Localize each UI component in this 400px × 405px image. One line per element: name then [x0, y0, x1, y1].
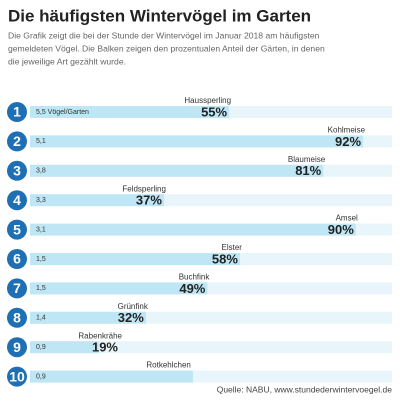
bird-name: Rabenkrähe: [78, 331, 122, 340]
value-label: 58%: [212, 251, 238, 266]
value-label: 81%: [295, 163, 321, 178]
value-label: 37%: [136, 193, 162, 208]
rank-badge: [7, 131, 27, 152]
bird-name: Elster: [222, 243, 243, 252]
bar: [30, 223, 356, 236]
subtitle: Die Grafik zeigt die bei der Stunde der …: [8, 30, 320, 40]
bird-name: Grünfink: [118, 302, 149, 311]
rank: 9: [13, 339, 21, 355]
rank-badge: [7, 219, 27, 240]
value-label: 90%: [328, 222, 354, 237]
rank-badge: [7, 307, 27, 328]
source: Quelle: NABU, www.stundederwintervoegel.…: [217, 384, 393, 394]
rank: 5: [13, 221, 21, 237]
bar: [30, 253, 240, 265]
per-garden: 0,9: [36, 373, 46, 380]
rank: 8: [13, 310, 21, 326]
bar: [30, 341, 99, 354]
rank: 7: [13, 280, 21, 296]
rank: 6: [13, 251, 21, 267]
bird-name: Buchfink: [179, 273, 211, 282]
bird-name: Haussperling: [184, 96, 231, 105]
rank: 4: [13, 192, 21, 208]
subtitle: gemeldeten Vögel. Die Balken zeigen den …: [8, 43, 325, 53]
bar: [30, 164, 324, 177]
per-garden: 1,5: [36, 285, 46, 292]
bird-name: Blaumeise: [288, 155, 326, 164]
per-garden: 1,4: [36, 315, 46, 322]
bird-name: Kohlmeise: [328, 126, 366, 135]
bar: [30, 194, 164, 207]
rank: 3: [13, 163, 21, 179]
bar: [30, 370, 193, 383]
value-label: 19%: [92, 340, 118, 355]
bar-track: [30, 341, 392, 354]
per-garden: 0,9: [36, 344, 46, 351]
rank-badge: [7, 249, 27, 269]
rank-badge: [7, 278, 27, 299]
subtitle: die jeweilige Art gezählt wurde.: [8, 56, 126, 66]
value-label: 92%: [335, 134, 361, 149]
rank: 2: [13, 133, 21, 149]
bird-name: Feldsperling: [122, 184, 166, 193]
rank: 10: [9, 368, 25, 384]
value-label: 49%: [179, 281, 205, 296]
per-garden: 3,1: [36, 226, 46, 233]
chart-title: Die häufigsten Wintervögel im Garten: [8, 6, 311, 25]
rank-badge: [7, 337, 27, 358]
value-label: 32%: [118, 310, 144, 325]
per-garden: 5,5 Vögel/Garten: [36, 109, 89, 116]
bird-name: Amsel: [336, 214, 358, 223]
bird-name: Rotkehlchen: [146, 361, 190, 370]
rank-badge: [7, 160, 27, 181]
value-label: 55%: [201, 104, 227, 119]
rank-badge: [7, 366, 27, 387]
bar: [30, 135, 364, 148]
rank-badge: [7, 102, 27, 122]
per-garden: 3,8: [36, 168, 46, 175]
per-garden: 5,1: [36, 138, 46, 145]
per-garden: 3,3: [36, 197, 46, 204]
bar: [30, 282, 208, 295]
bar: [30, 311, 146, 324]
rank: 1: [13, 104, 21, 120]
bar: [30, 106, 230, 118]
rank-badge: [7, 190, 27, 211]
per-garden: 1,5: [36, 256, 46, 263]
